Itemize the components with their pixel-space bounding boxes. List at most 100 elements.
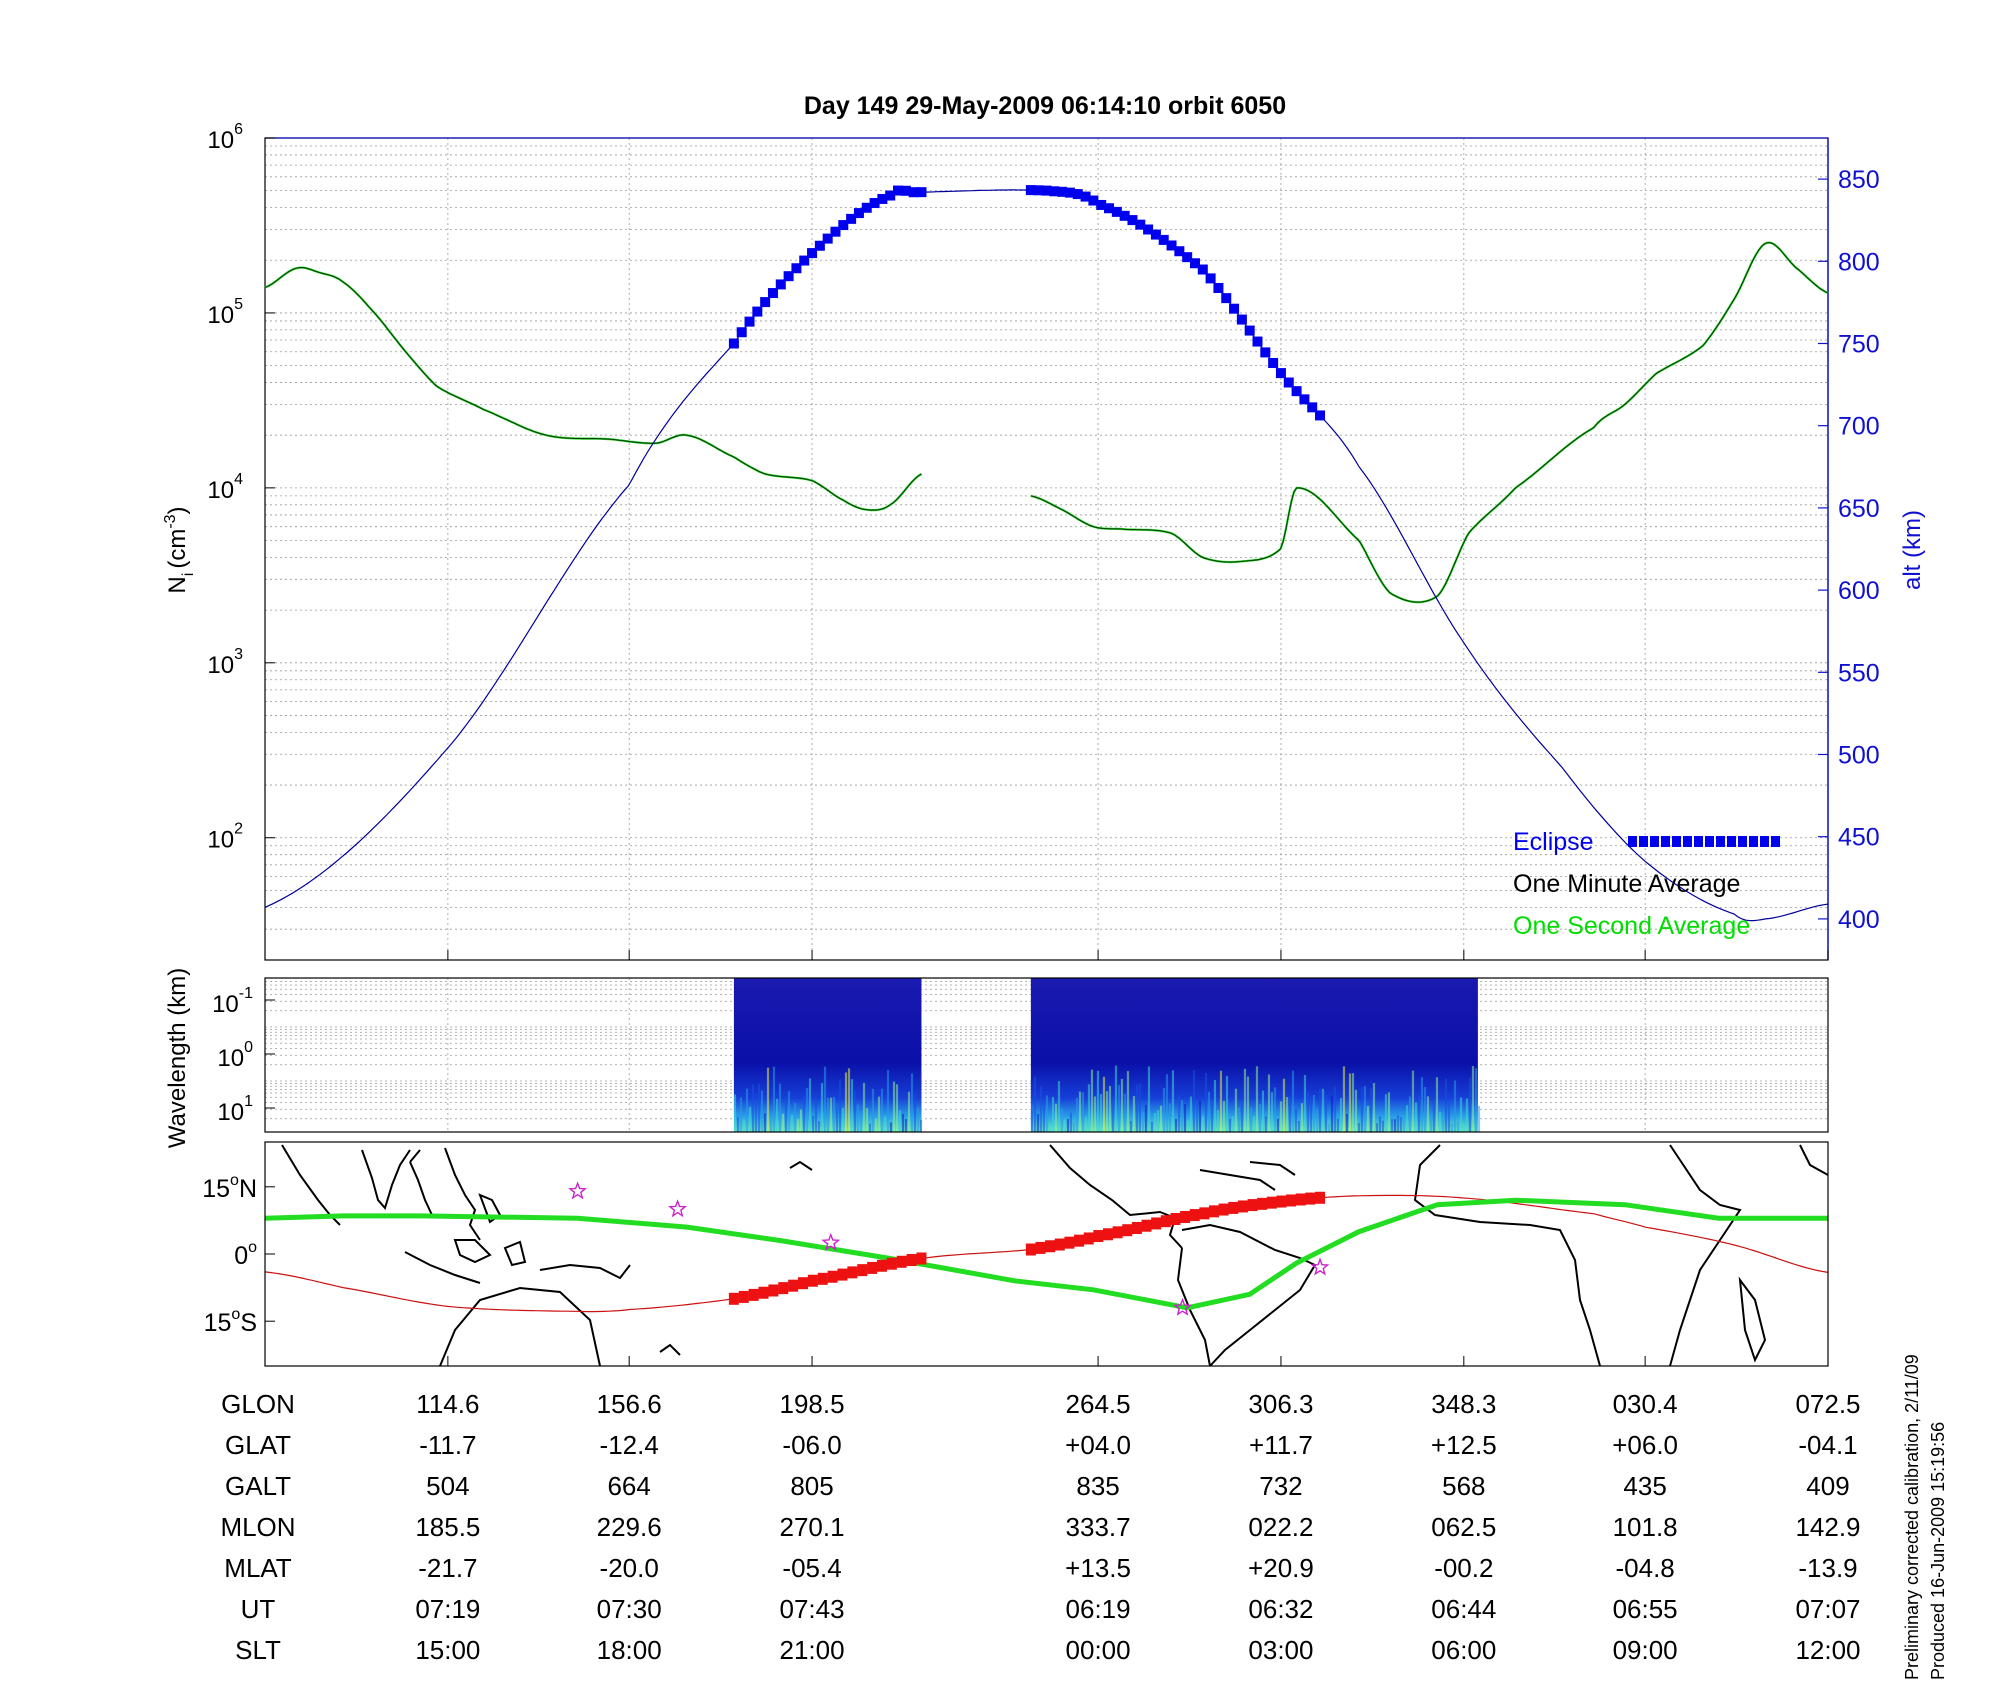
ephemeris-table: GLON 114.6 156.6 198.5 264.5 306.3 348.3 030.4 0… — [220, 1389, 1860, 1665]
y2-tick-label: 700 — [1838, 413, 1880, 441]
ephemeris-value: 062.5 — [1431, 1512, 1496, 1542]
spectrogram-column — [1414, 1102, 1418, 1132]
coast-borneo — [453, 1239, 492, 1264]
eclipse-marker — [744, 316, 755, 327]
spectrogram-column — [1093, 1096, 1097, 1132]
ephemeris-value: +11.7 — [1249, 1430, 1313, 1460]
ephemeris-value: 142.9 — [1795, 1512, 1860, 1542]
eclipse-marker — [1119, 210, 1130, 221]
ephemeris-value: 333.7 — [1066, 1512, 1131, 1542]
ephemeris-value: -21.7 — [418, 1553, 477, 1583]
ephemeris-value: -04.1 — [1798, 1430, 1857, 1460]
eclipse-marker — [1088, 195, 1099, 206]
eclipse-track-marker — [1189, 1209, 1200, 1222]
station-star-marker — [568, 1181, 588, 1200]
eclipse-marker — [1041, 185, 1052, 196]
spectrogram-column — [757, 1083, 761, 1132]
eclipse-track-marker — [1266, 1196, 1277, 1209]
spectrogram-column — [820, 1083, 824, 1132]
spectrogram-column — [1096, 1070, 1100, 1132]
coast-indochina — [444, 1147, 481, 1241]
y-tick-label: 102 — [207, 821, 243, 854]
lat-tick-label: 0o — [234, 1239, 257, 1270]
spectrogram-column — [1171, 1070, 1175, 1132]
ephemeris-value: -13.9 — [1798, 1553, 1857, 1583]
spectrogram-column — [1222, 1101, 1226, 1132]
eclipse-marker — [1275, 368, 1286, 379]
ephemeris-row-label: UT — [241, 1594, 276, 1624]
spectrogram-column — [799, 1109, 803, 1132]
eclipse-marker — [885, 190, 896, 201]
eclipse-track-marker — [1237, 1200, 1248, 1213]
eclipse-marker — [1299, 394, 1310, 405]
ephemeris-value: 270.1 — [780, 1512, 845, 1542]
legend-eclipse-marker — [1672, 836, 1681, 847]
spectrogram-column — [1405, 1105, 1409, 1132]
spectrogram-column — [1444, 1078, 1448, 1132]
spectrogram-column — [784, 1097, 788, 1132]
ephemeris-value: 07:43 — [780, 1594, 845, 1624]
spectrogram-column — [1282, 1078, 1286, 1132]
ephemeris-value: 805 — [790, 1471, 833, 1501]
spectrogram-column — [1372, 1083, 1376, 1132]
spectrogram-column — [886, 1070, 890, 1132]
ephemeris-row-label: GALT — [225, 1471, 291, 1501]
spectrogram-column — [1261, 1090, 1265, 1132]
spectrogram-column — [1402, 1117, 1406, 1132]
y2-tick-label: 450 — [1838, 824, 1880, 852]
eclipse-track-marker — [1054, 1238, 1065, 1251]
ephemeris-value: 06:44 — [1431, 1594, 1496, 1624]
ephemeris-row-label: GLAT — [225, 1430, 291, 1460]
ephemeris-value: 03:00 — [1248, 1635, 1313, 1665]
spectrogram-column — [1285, 1097, 1289, 1132]
spectrogram-column — [1459, 1097, 1463, 1132]
spectrogram-column — [1111, 1097, 1115, 1132]
y2-tick-label: 400 — [1838, 906, 1880, 934]
ephemeris-value: 12:00 — [1795, 1635, 1860, 1665]
ephemeris-value: 18:00 — [597, 1635, 662, 1665]
spectrogram-column — [1180, 1099, 1184, 1132]
y-tick-label: 10-1 — [212, 985, 253, 1018]
spectrogram-column — [862, 1082, 866, 1132]
spectrogram-column — [1396, 1115, 1400, 1132]
spectrogram-column — [1441, 1117, 1445, 1132]
spectrogram-column — [805, 1087, 809, 1132]
eclipse-marker — [1104, 203, 1115, 214]
eclipse-marker — [822, 233, 833, 244]
eclipse-track-marker — [1112, 1226, 1123, 1239]
spectrogram-column — [1108, 1085, 1112, 1132]
ephemeris-value: -11.7 — [419, 1430, 476, 1460]
spectrogram-column — [763, 1113, 767, 1132]
eclipse-marker — [1236, 314, 1247, 325]
legend-eclipse-marker — [1716, 836, 1725, 847]
spectrogram-column — [1360, 1087, 1364, 1132]
eclipse-track-marker — [1151, 1217, 1162, 1230]
eclipse-track-marker — [1093, 1230, 1104, 1243]
spectrogram-column — [1369, 1088, 1373, 1132]
eclipse-marker — [760, 297, 771, 308]
eclipse-marker — [1315, 410, 1326, 421]
eclipse-track-marker — [1295, 1193, 1306, 1206]
spectrogram-column — [1159, 1105, 1163, 1132]
footnote-line-1: Preliminary corrected calibration, 2/11/… — [1902, 1354, 1922, 1680]
spectrogram-column — [1318, 1089, 1322, 1132]
ephemeris-value: 185.5 — [415, 1512, 480, 1542]
eclipse-track-marker — [1170, 1213, 1181, 1226]
spectrogram-column — [1084, 1116, 1088, 1132]
spectrogram-column — [1057, 1080, 1061, 1132]
ephemeris-value: 09:00 — [1613, 1635, 1678, 1665]
spectrogram-column — [1114, 1065, 1118, 1132]
spectrogram-column — [1450, 1123, 1454, 1132]
eclipse-marker — [1268, 357, 1279, 368]
coast-central-america — [1049, 1144, 1183, 1249]
eclipse-marker — [838, 220, 849, 231]
spectrogram-column — [1048, 1123, 1052, 1132]
eclipse-track-marker — [807, 1274, 818, 1287]
spectrogram-column — [1399, 1117, 1403, 1132]
eclipse-track-marker — [1180, 1210, 1191, 1223]
spectrogram-column — [808, 1078, 812, 1132]
spectrogram-column — [1207, 1091, 1211, 1132]
spectrogram-column — [1468, 1078, 1472, 1132]
eclipse-track-marker — [896, 1255, 907, 1268]
